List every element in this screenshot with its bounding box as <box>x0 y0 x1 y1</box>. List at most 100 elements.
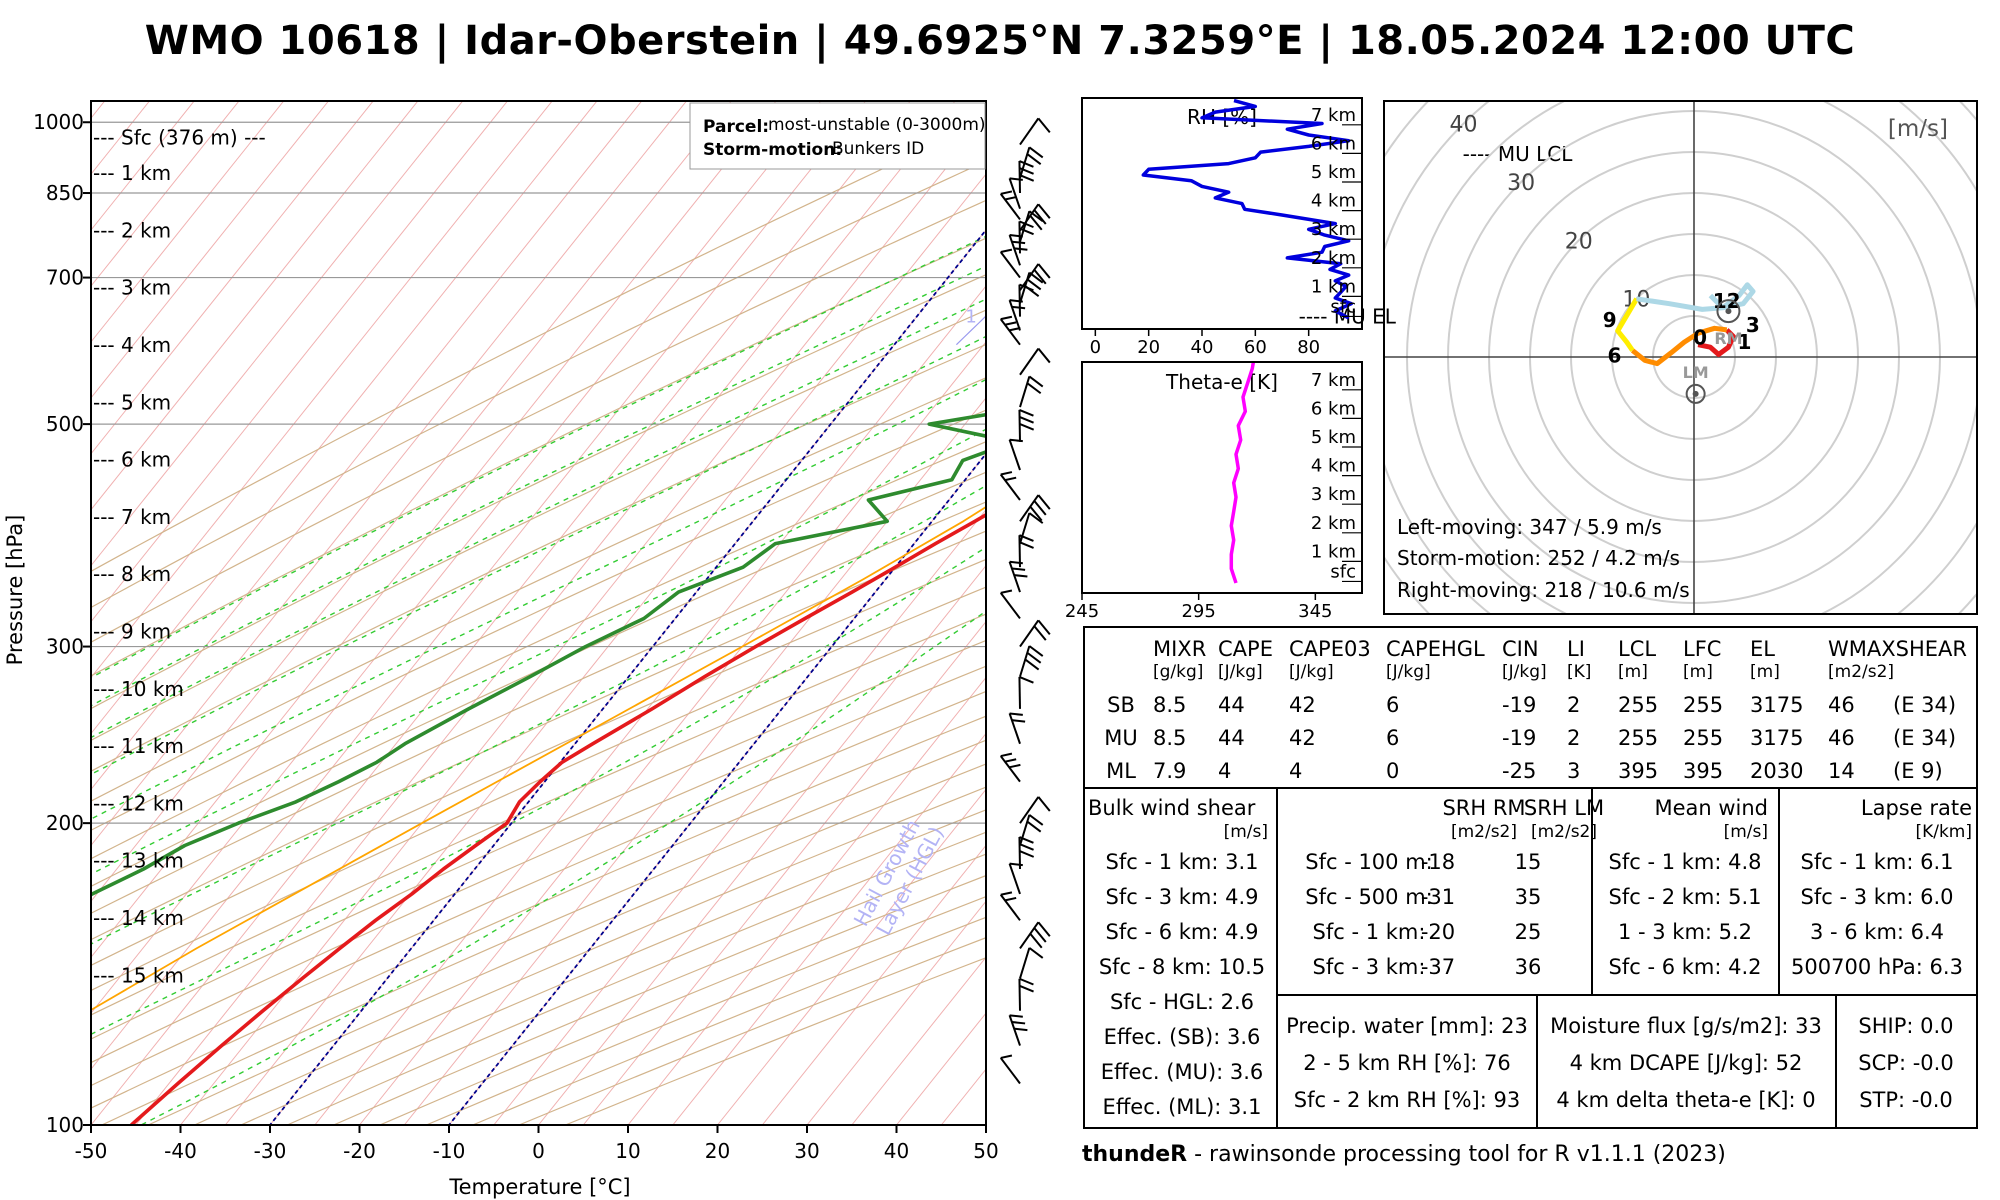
wind-barb <box>999 471 1021 501</box>
parcel-cell: -19 <box>1502 726 1536 750</box>
temp-tick-label: -20 <box>343 1139 376 1163</box>
parameter-table: MIXR CAPE CAPE03 CAPEHGL CIN LI LCL LFC EL WMAXSH… <box>1083 626 1978 1129</box>
wind-barb <box>1019 512 1044 544</box>
wind-barb-flag <box>1037 347 1051 364</box>
temp-tick-label: 40 <box>884 1139 909 1163</box>
parcel-cell: 6 <box>1386 693 1399 717</box>
wind-barb-flag <box>1004 321 1017 326</box>
bulk-shear-row: Sfc - 1 km: 3.1 <box>1106 850 1259 874</box>
legend-parcel-key: Parcel: <box>703 117 769 137</box>
wind-barb-flag <box>1009 862 1023 867</box>
parcel-cell: 44 <box>1218 693 1245 717</box>
wind-barb-staff <box>999 251 1021 279</box>
wind-barb-staff <box>1019 376 1031 408</box>
wind-barb-flag <box>1019 160 1034 168</box>
rh-height-label: 1 km <box>1311 276 1356 297</box>
pressure-tick-label: 100 <box>46 1113 84 1137</box>
wind-barb-flag <box>1033 625 1047 641</box>
wind-barb <box>1019 494 1051 522</box>
wind-barb-flag <box>1011 1021 1026 1025</box>
temp-tick-label: 20 <box>705 1139 730 1163</box>
dry-adiabat-line <box>91 377 986 802</box>
wind-barb <box>1019 947 1044 979</box>
storm-motion-text: Storm-motion: 252 / 4.2 m/s <box>1397 546 1680 570</box>
dry-adiabat-line <box>91 309 986 741</box>
parcel-cell: (E 34) <box>1893 726 1956 750</box>
srh-rm-value: -37 <box>1421 955 1455 979</box>
dry-adiabat-line <box>91 665 986 1064</box>
isotherm-line <box>717 788 986 1125</box>
rh-x-tick-label: 40 <box>1191 337 1214 358</box>
parcel-cell: 42 <box>1289 693 1316 717</box>
pressure-tick-label: 300 <box>46 635 84 659</box>
wind-barb-flag <box>1026 651 1042 664</box>
wind-barb <box>1008 1014 1028 1046</box>
moisture-row: Precip. water [mm]: 23 <box>1286 1014 1528 1038</box>
wind-barb-flag <box>1028 210 1044 223</box>
wind-barb-staff <box>1018 161 1021 194</box>
temp-tick-label: -30 <box>254 1139 287 1163</box>
wind-barb-staff <box>1008 178 1021 209</box>
wind-barb-staff <box>1019 117 1040 146</box>
skew-x-label: Temperature [°C] <box>448 1175 630 1199</box>
isotherm-line <box>91 101 911 1125</box>
rm-marker-ring <box>1716 299 1741 324</box>
pressure-tick-label: 700 <box>46 266 84 290</box>
wind-barb-flag <box>1004 758 1017 763</box>
thetae-x-tick-label: 245 <box>1065 601 1099 622</box>
wind-barb-flag <box>1033 209 1047 225</box>
moist-adiabat-line <box>91 428 986 875</box>
wind-barb-flag <box>1019 416 1034 424</box>
temp-tick-label: 10 <box>615 1139 640 1163</box>
wind-barb-flag <box>1000 315 1013 321</box>
height-label: --- 7 km <box>93 505 171 529</box>
moist-adiabat-line <box>91 265 986 707</box>
parcel-col-unit: [J/kg] <box>1289 662 1334 682</box>
dry-adiabat-line <box>91 199 986 643</box>
rh-height-label: 6 km <box>1311 133 1356 154</box>
thetae-profile-line <box>1229 362 1256 584</box>
height-label: --- Sfc (376 m) --- <box>93 125 266 149</box>
srh-lm-value: 35 <box>1515 885 1542 909</box>
parcel-col-unit: [m] <box>1618 662 1648 682</box>
series-temperature-line <box>130 512 986 1125</box>
parcel-col-header: MIXR <box>1153 637 1206 661</box>
wind-barb-staff <box>1008 561 1021 593</box>
parcel-col-unit: [m] <box>1683 662 1713 682</box>
wind-barb-staff <box>1008 439 1021 471</box>
isotherm-line <box>538 564 986 1125</box>
hgl-boundary-line <box>269 228 986 1125</box>
rm-marker-dot <box>1725 308 1732 315</box>
wind-barb-flag <box>1028 814 1044 826</box>
bulk-shear-unit: [m/s] <box>1224 822 1268 842</box>
flux-row: Moisture flux [g/s/m2]: 33 <box>1550 1014 1822 1038</box>
wind-barb-flag <box>1037 117 1051 134</box>
wind-barb-staff <box>1019 347 1040 376</box>
wind-barb-staff <box>1008 863 1021 895</box>
thetae-panel: Theta-e [K] 245 295 345 7 km 6 km 5 km 4 km 3 k… <box>1065 361 1363 622</box>
height-label: --- 15 km <box>93 963 184 987</box>
isotherm-line <box>91 101 329 399</box>
wind-barb-flag <box>1011 240 1026 245</box>
dry-adiabat-line <box>91 409 986 831</box>
wind-barb-flag <box>1019 977 1034 986</box>
wind-barb-flag <box>1019 675 1034 684</box>
thetae-height-label: 1 km <box>1311 541 1356 562</box>
bulk-shear-row: Effec. (SB): 3.6 <box>1104 1025 1261 1049</box>
height-label: --- 8 km <box>93 562 171 586</box>
temp-tick-label: -50 <box>75 1139 108 1163</box>
parcel-cell: 4 <box>1289 759 1302 783</box>
hodograph-unit: [m/s] <box>1888 116 1948 142</box>
wind-barb <box>1018 160 1035 194</box>
dry-adiabat-line <box>91 613 986 1016</box>
wind-barb <box>1008 234 1028 266</box>
lapse-rate-row: 3 - 6 km: 6.4 <box>1810 920 1944 944</box>
wind-barb-flag <box>1033 269 1047 285</box>
wind-barb-flag <box>1037 263 1051 279</box>
wind-barb-flag <box>1004 196 1017 201</box>
hodograph-height-marker: 6 <box>1608 343 1622 367</box>
parcel-legend: Parcel: most-unstable (0-3000m) Storm-mo… <box>689 102 986 170</box>
parcel-cell: 2 <box>1567 726 1580 750</box>
